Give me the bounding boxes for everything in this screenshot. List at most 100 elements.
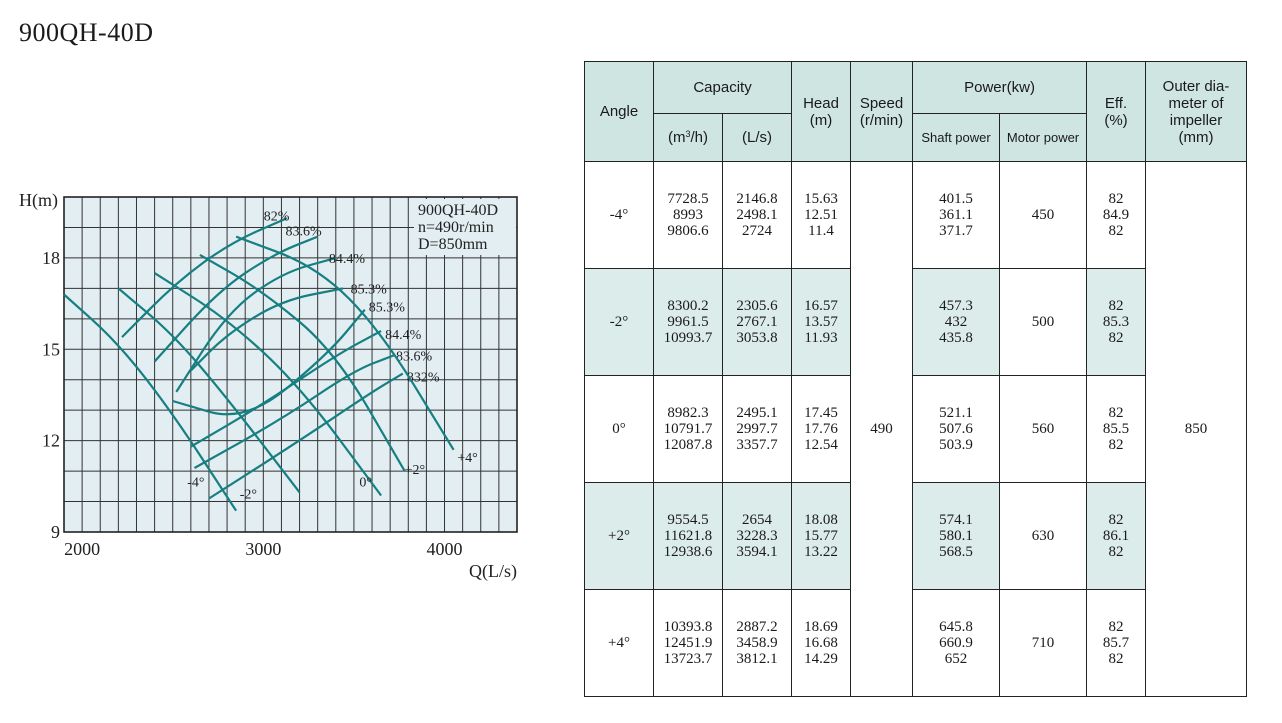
motor-power-cell: 450 (999, 161, 1088, 269)
m3h-value: 8982.3 (667, 405, 709, 421)
header-motor-power: Motor power (999, 113, 1088, 162)
ls-value: 2887.2 (736, 619, 778, 635)
angle-cell: 0° (584, 375, 654, 483)
m3h-value: 10791.7 (663, 421, 713, 437)
efficiency-contour (153, 235, 319, 363)
head-value: 14.29 (804, 651, 838, 667)
table-row: 0° 8982.3 10791.7 12087.8 2495.1 2997.7 3357.7… (584, 375, 1247, 483)
motor-power-cell: 560 (999, 375, 1088, 483)
table-row: -2° 8300.2 9961.5 10993.7 2305.6 2767.1 3053.8… (584, 268, 1247, 376)
eff-value: 86.1 (1102, 528, 1130, 544)
efficiency-label: 84.4% (385, 328, 422, 343)
shaft-value: 568.5 (939, 544, 973, 560)
angle-curve-label: -4° (187, 475, 204, 490)
outer-diameter-cell: 850 (1145, 161, 1248, 697)
efficiency-label: 82% (264, 209, 290, 224)
motor-power-cell: 710 (999, 589, 1088, 697)
header-speed: Speed (r/min) (850, 61, 914, 162)
x-tick-label: 4000 (427, 539, 463, 559)
y-tick-label: 18 (42, 248, 60, 268)
ls-value: 2146.8 (736, 191, 778, 207)
header-eff: Eff. (%) (1086, 61, 1147, 162)
m3h-value: 12938.6 (663, 544, 713, 560)
eff-value: 82 (1108, 298, 1124, 314)
head-cell: 16.57 13.57 11.93 (791, 268, 852, 376)
head-value: 18.08 (804, 512, 838, 528)
ls-value: 2767.1 (736, 314, 778, 330)
x-tick-label: 2000 (64, 539, 100, 559)
ls-value: 2498.1 (736, 207, 778, 223)
page-title: 900QH-40D (19, 18, 154, 47)
eff-value: 82 (1108, 330, 1124, 346)
header-angle: Angle (584, 61, 654, 162)
eff-value: 82 (1108, 437, 1124, 453)
efficiency-contour (172, 308, 366, 416)
efficiency-label: 832% (407, 371, 440, 386)
ls-value: 3594.1 (736, 544, 778, 560)
angle-curve-label: 0° (359, 475, 372, 490)
shaft-value: 435.8 (939, 330, 973, 346)
ls-value: 2495.1 (736, 405, 778, 421)
ls-value: 3458.9 (736, 635, 778, 651)
capacity-m3h-cell: 9554.5 11621.8 12938.6 (653, 482, 723, 590)
eff-value: 84.9 (1102, 207, 1130, 223)
eff-value: 82 (1108, 191, 1124, 207)
angle-cell: -2° (584, 268, 654, 376)
info-box-line: 900QH-40D (418, 202, 498, 219)
shaft-value: 660.9 (939, 635, 973, 651)
info-box-line: n=490r/min (418, 219, 494, 236)
head-value: 11.4 (808, 223, 834, 239)
angle-curve (117, 287, 301, 494)
angle-cell: -4° (584, 161, 654, 269)
eff-value: 82 (1108, 405, 1124, 421)
m3h-value: 12087.8 (663, 437, 713, 453)
y-axis-label: H(m) (19, 190, 58, 211)
efficiency-contour (175, 256, 337, 393)
m3h-value: 9806.6 (667, 223, 709, 239)
head-value: 17.45 (804, 405, 838, 421)
shaft-value: 432 (944, 314, 968, 330)
head-value: 17.76 (804, 421, 838, 437)
eff-cell: 82 85.7 82 (1086, 589, 1147, 697)
efficiency-label: 83.6% (396, 349, 433, 364)
head-value: 13.57 (804, 314, 838, 330)
header-shaft-power: Shaft power (912, 113, 1001, 162)
capacity-m3h-cell: 10393.8 12451.9 13723.7 (653, 589, 723, 697)
angle-curve (199, 253, 406, 472)
eff-value: 82 (1108, 619, 1124, 635)
m3h-value: 10393.8 (663, 619, 713, 635)
ls-value: 2724 (742, 223, 772, 239)
header-capacity-ls: (L/s) (721, 113, 793, 162)
y-tick-label: 15 (42, 339, 60, 359)
angle-curve-label: +4° (457, 451, 478, 466)
head-cell: 15.63 12.51 11.4 (791, 161, 852, 269)
head-value: 15.77 (804, 528, 838, 544)
performance-chart: 900QH-40D n=490r/min D=850mm 82% 83.6% 832% 83… (0, 180, 540, 600)
eff-cell: 82 85.3 82 (1086, 268, 1147, 376)
capacity-ls-cell: 2305.6 2767.1 3053.8 (721, 268, 793, 376)
plot-frame (63, 196, 518, 533)
spec-table-container: Angle Capacity Head (m) Speed (r/min) Po… (584, 61, 1248, 697)
capacity-ls-cell: 2495.1 2997.7 3357.7 (721, 375, 793, 483)
shaft-value: 645.8 (939, 619, 973, 635)
efficiency-contour (190, 330, 382, 448)
head-cell: 17.45 17.76 12.54 (791, 375, 852, 483)
motor-power-cell: 630 (999, 482, 1088, 590)
capacity-m3h-cell: 8300.2 9961.5 10993.7 (653, 268, 723, 376)
table-row: -4° 7728.5 8993 9806.6 2146.8 2498.1 2724 15.63… (584, 161, 1248, 697)
eff-cell: 82 84.9 82 (1086, 161, 1147, 269)
shaft-power-cell: 457.3 432 435.8 (912, 268, 1001, 376)
head-value: 12.51 (804, 207, 838, 223)
shaft-value: 521.1 (939, 405, 973, 421)
angle-curve (63, 293, 238, 512)
angle-curve (154, 272, 382, 497)
shaft-value: 652 (944, 651, 968, 667)
m3h-value: 9961.5 (667, 314, 709, 330)
info-box (414, 199, 516, 255)
head-value: 16.68 (804, 635, 838, 651)
m3h-value: 8993 (673, 207, 703, 223)
shaft-power-cell: 401.5 361.1 371.7 (912, 161, 1001, 269)
head-value: 11.93 (804, 330, 838, 346)
ls-value: 2997.7 (736, 421, 778, 437)
m3h-value: 7728.5 (667, 191, 709, 207)
